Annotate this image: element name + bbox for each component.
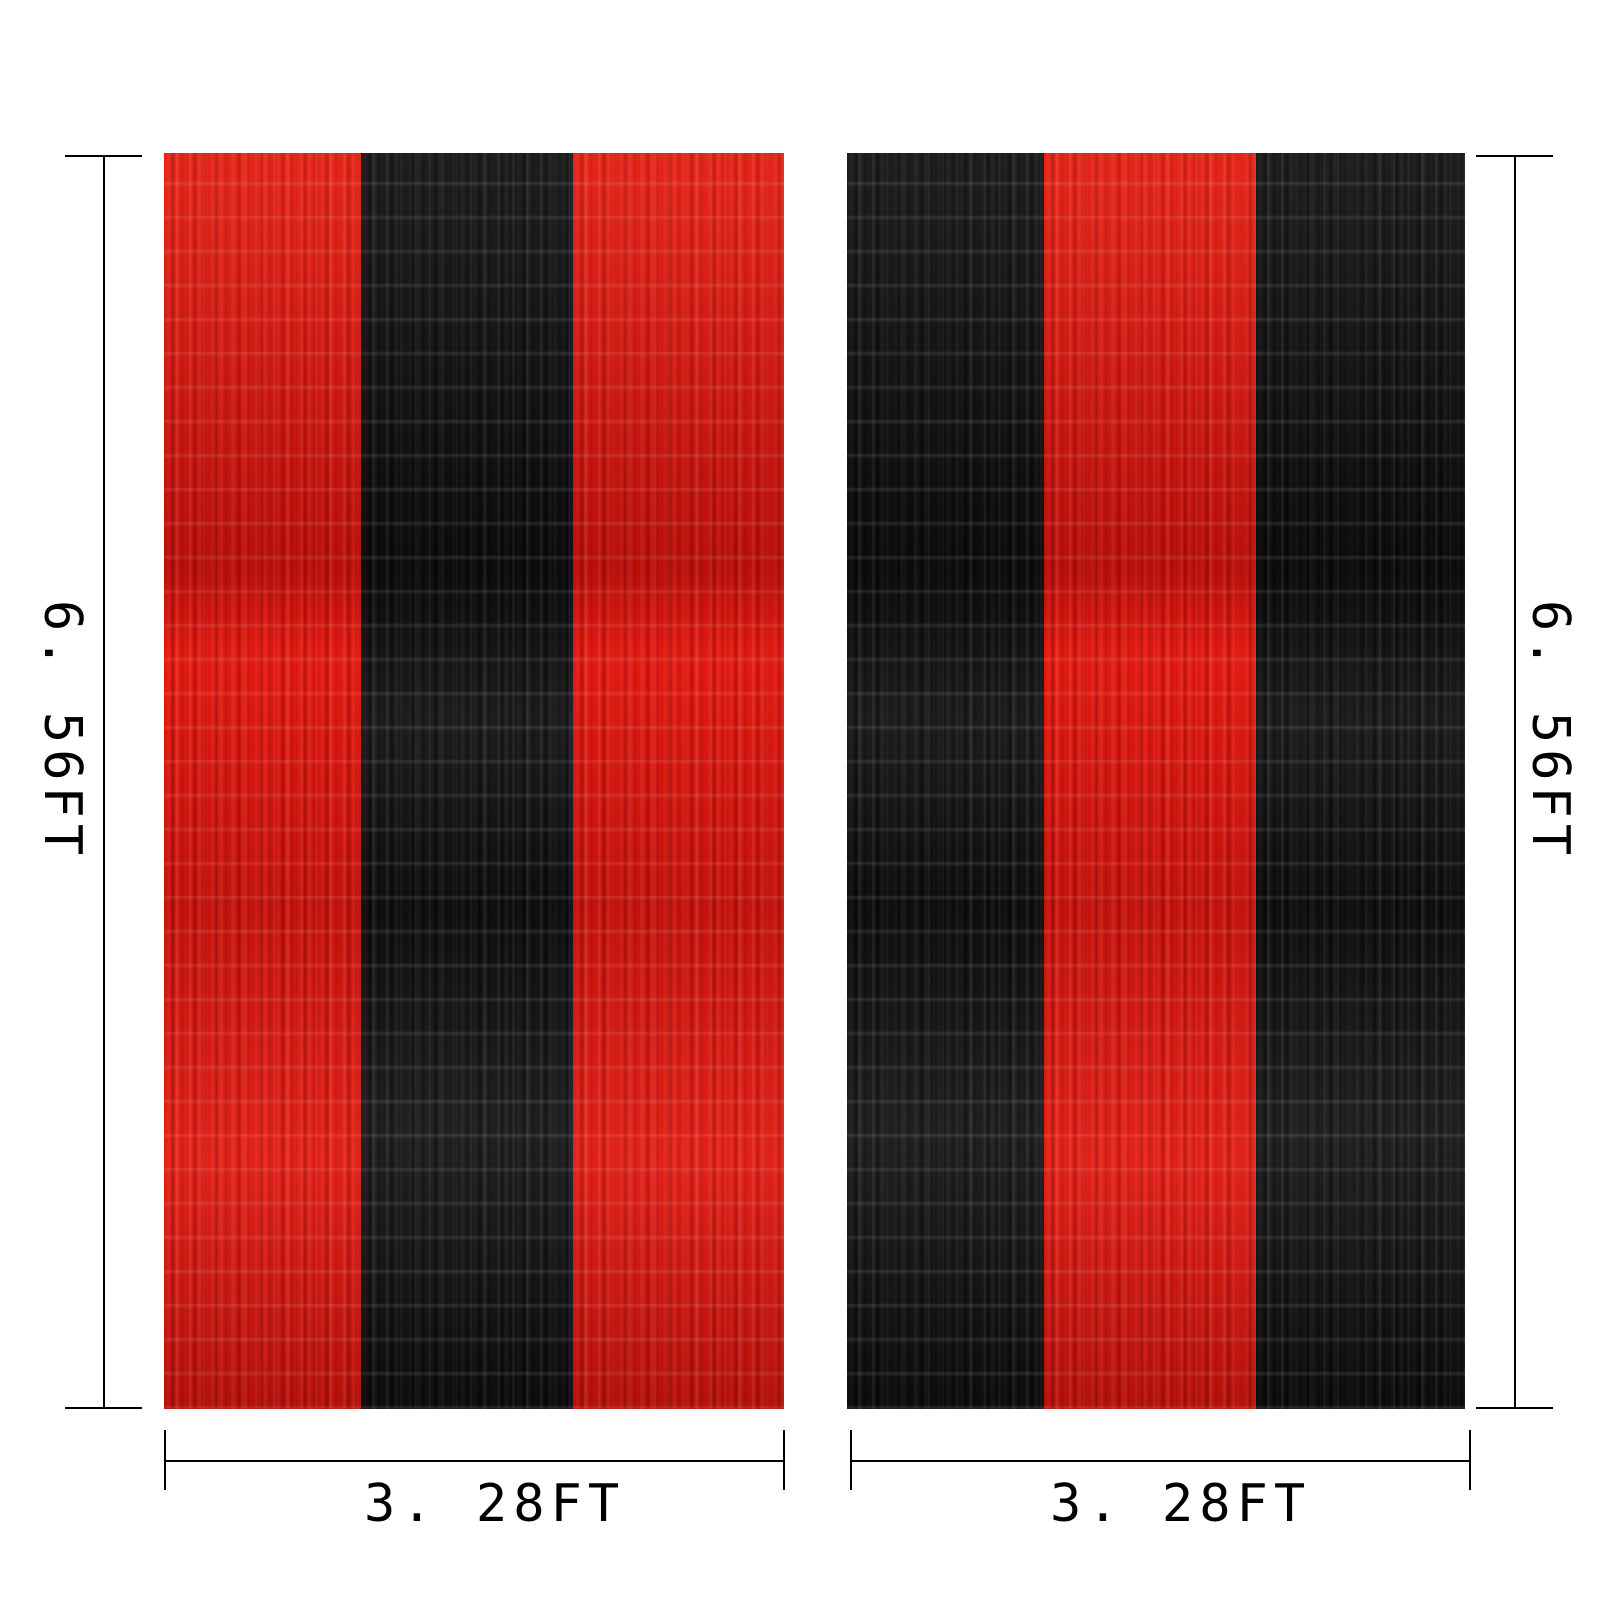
width-label-right: 3. 28FT (1050, 1474, 1312, 1534)
height-label-left: 6. 56FT (32, 600, 92, 862)
curtain-right (847, 153, 1465, 1409)
curtain-left (164, 153, 784, 1409)
foil-strip-red (573, 153, 784, 1409)
foil-strip-red (1044, 153, 1256, 1409)
foil-strip-red (164, 153, 361, 1409)
foil-strip-black (361, 153, 573, 1409)
height-label-right: 6. 56FT (1520, 600, 1580, 862)
width-label-left: 3. 28FT (364, 1474, 626, 1534)
foil-strip-black (1256, 153, 1465, 1409)
foil-strip-black (847, 153, 1044, 1409)
